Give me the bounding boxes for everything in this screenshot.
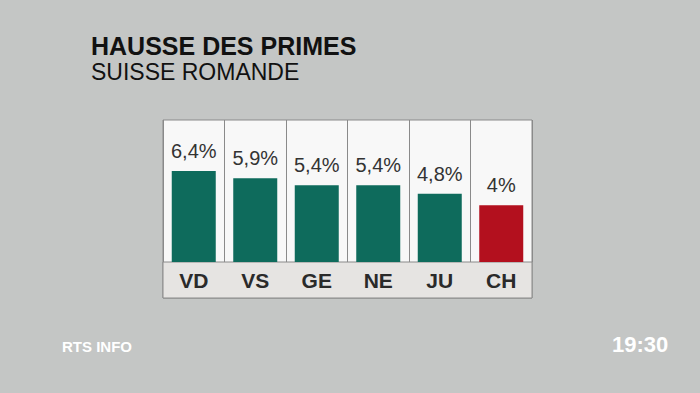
svg-text:VS: VS [241, 269, 269, 292]
svg-text:CH: CH [486, 269, 516, 292]
svg-text:5,4%: 5,4% [355, 154, 401, 176]
svg-text:5,4%: 5,4% [294, 154, 340, 176]
svg-text:4%: 4% [487, 174, 516, 196]
svg-text:NE: NE [364, 269, 393, 292]
svg-text:6,4%: 6,4% [171, 140, 217, 162]
svg-text:JU: JU [426, 269, 453, 292]
svg-text:SUISSE ROMANDE: SUISSE ROMANDE [91, 59, 299, 85]
svg-text:GE: GE [302, 269, 332, 292]
svg-text:VD: VD [179, 269, 208, 292]
svg-text:19:30: 19:30 [612, 332, 668, 357]
svg-text:4,8%: 4,8% [417, 163, 463, 185]
svg-text:5,9%: 5,9% [232, 147, 278, 169]
svg-text:HAUSSE DES PRIMES: HAUSSE DES PRIMES [91, 32, 356, 60]
svg-text:RTS INFO: RTS INFO [62, 338, 132, 355]
